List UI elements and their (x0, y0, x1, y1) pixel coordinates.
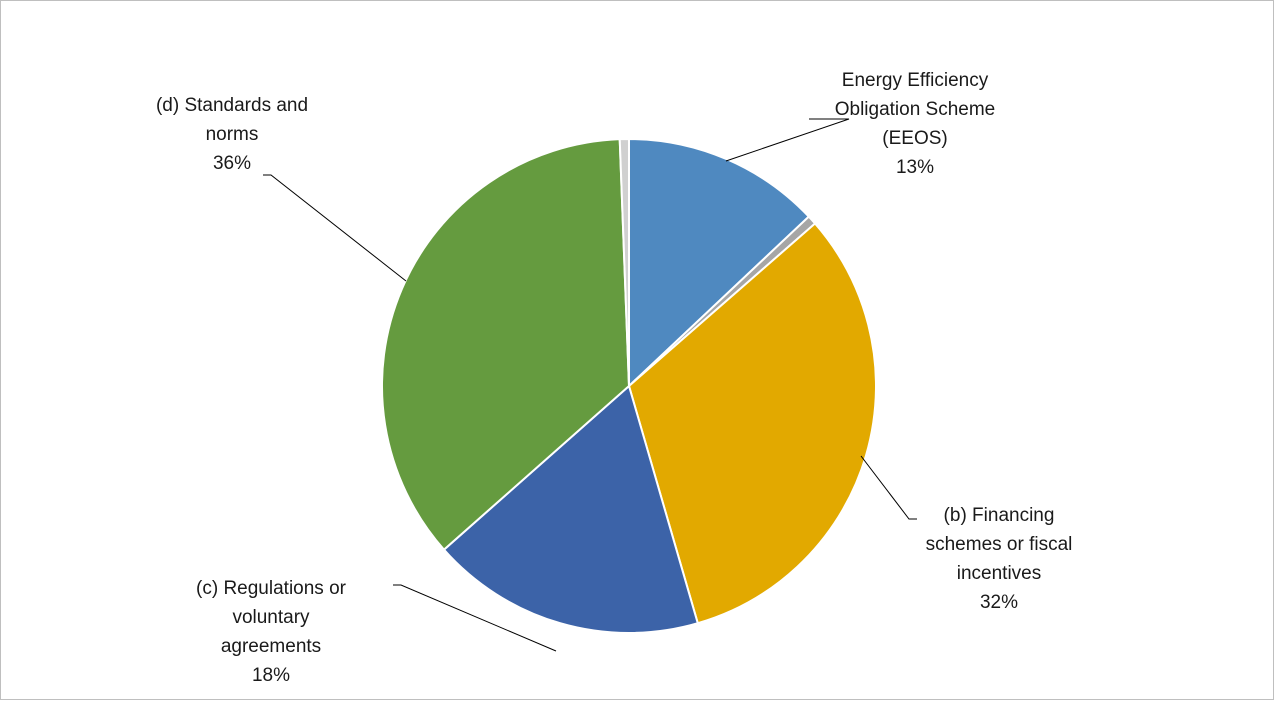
slice-category-label: incentives (957, 563, 1042, 584)
slice-percent-label: 18% (252, 665, 290, 686)
pie-slices (381, 137, 877, 634)
pie-slice-0 (628, 137, 811, 389)
slice-category-label: agreements (221, 636, 321, 657)
slice-percent-label: 13% (896, 157, 934, 178)
slice-category-label: norms (206, 124, 259, 145)
data-labels: Energy Efficiency Obligation Scheme (EEOS)… (156, 70, 1072, 686)
leader-lines (263, 118, 917, 652)
slice-label-0: Energy Efficiency Obligation Scheme (EEOS)… (835, 70, 996, 178)
slice-label-4: (d) Standards and norms 36% (156, 95, 308, 174)
pie-slice-4 (381, 138, 631, 552)
slice-category-label: (EEOS) (882, 128, 947, 149)
slice-category-label: (c) Regulations or (196, 578, 347, 599)
pie-slice-5 (618, 137, 630, 387)
leader-line-0 (725, 118, 850, 162)
slice-category-label: Obligation Scheme (835, 99, 996, 120)
slice-category-label: voluntary (232, 607, 310, 628)
slice-category-label: schemes or fiscal (926, 534, 1073, 555)
pie-slice-2 (627, 222, 877, 625)
leader-line-4 (263, 174, 407, 282)
pie-slice-3 (442, 384, 700, 634)
leader-line-2 (860, 455, 917, 520)
leader-line-3 (393, 584, 557, 652)
slice-category-label: (d) Standards and (156, 95, 308, 116)
slice-label-2: (b) Financing schemes or fiscal incentives… (926, 505, 1073, 613)
slice-percent-label: 32% (980, 592, 1018, 613)
slice-label-3: (c) Regulations or voluntary agreements 18% (196, 578, 347, 686)
slice-category-label: Energy Efficiency (842, 70, 989, 91)
slice-category-label: (b) Financing (944, 505, 1055, 526)
slice-percent-label: 36% (213, 153, 251, 174)
